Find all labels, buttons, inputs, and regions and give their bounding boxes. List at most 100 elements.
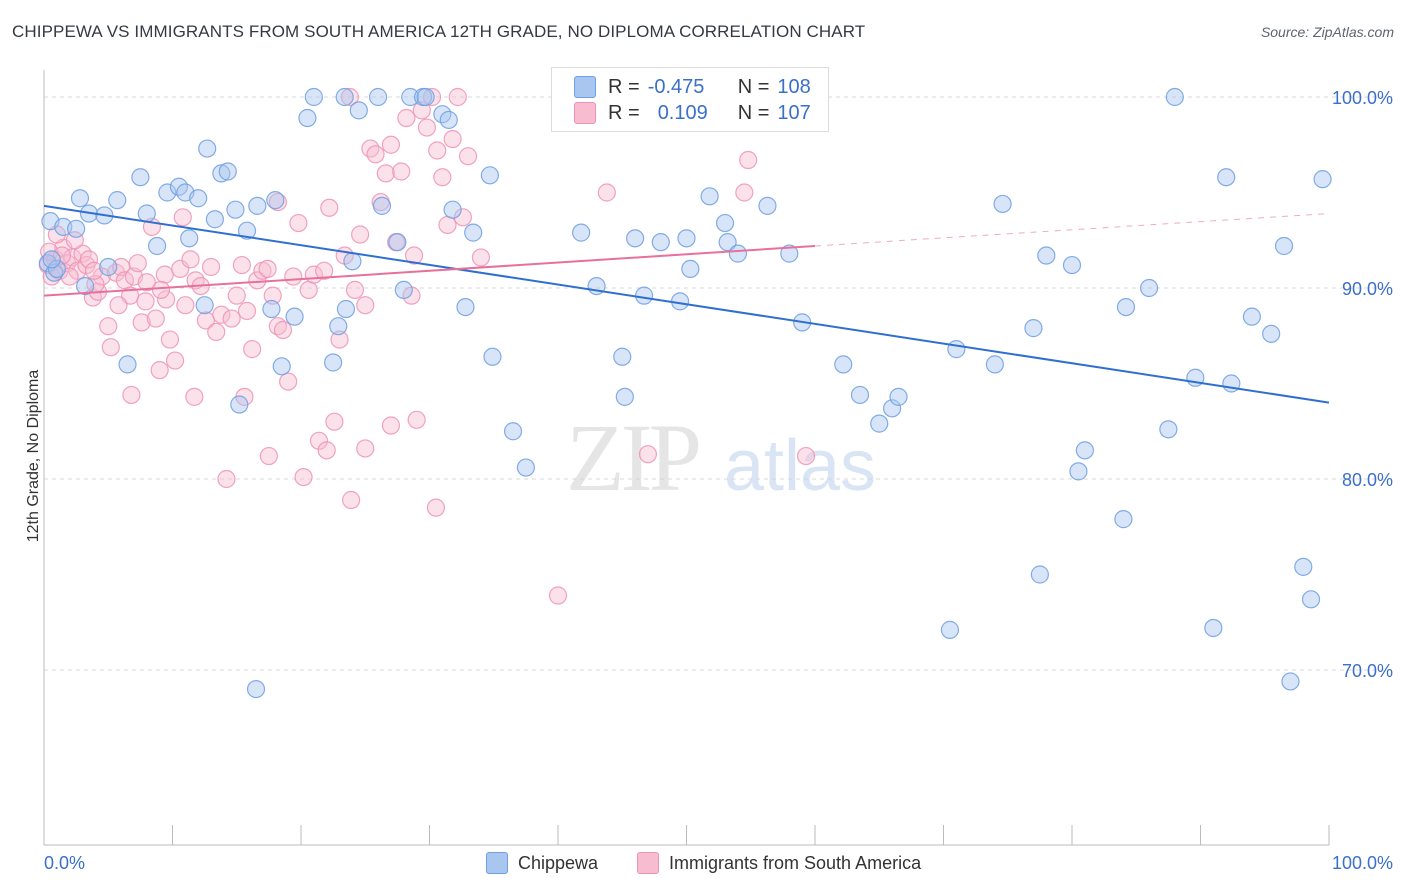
- data-point-immigrants: [136, 292, 155, 311]
- data-point-immigrants: [137, 273, 156, 292]
- data-point-chippewa: [625, 229, 645, 248]
- data-point-immigrants: [151, 280, 171, 300]
- y-tick-label: 100.0%: [1332, 88, 1393, 108]
- data-point-chippewa: [343, 252, 362, 271]
- data-point-chippewa: [1301, 590, 1321, 609]
- data-point-immigrants: [227, 286, 246, 305]
- data-point-chippewa: [780, 244, 799, 263]
- data-point-immigrants: [381, 416, 401, 435]
- data-point-immigrants: [340, 87, 359, 107]
- data-point-immigrants: [317, 441, 336, 460]
- y-tick-label: 80.0%: [1342, 470, 1393, 490]
- data-point-immigrants: [160, 330, 180, 349]
- data-point-immigrants: [150, 361, 169, 380]
- trend-line-immigrants: [43, 244, 816, 297]
- data-point-chippewa: [99, 257, 118, 277]
- data-point-immigrants: [404, 246, 424, 265]
- legend-swatch-blue: [574, 76, 596, 98]
- data-point-immigrants: [155, 265, 174, 284]
- trend-line-chippewa: [43, 204, 1330, 404]
- data-point-chippewa: [1114, 510, 1133, 529]
- legend-n-label: N =: [737, 101, 770, 124]
- data-point-immigrants: [258, 259, 277, 278]
- legend-n-label: N =: [737, 75, 770, 98]
- y-axis-label: 12th Grade, No Diploma: [25, 370, 42, 543]
- data-point-chippewa: [189, 189, 208, 208]
- series-legend: Chippewa Immigrants from South America: [0, 852, 1406, 878]
- data-point-immigrants: [412, 101, 431, 120]
- x-tick-label-0: 0.0%: [44, 853, 85, 873]
- watermark-zip: ZIP: [566, 404, 699, 511]
- data-point-immigrants: [309, 431, 329, 450]
- data-point-immigrants: [315, 261, 334, 280]
- data-point-chippewa: [882, 399, 902, 418]
- data-point-chippewa: [47, 259, 66, 278]
- data-point-chippewa: [1037, 246, 1056, 265]
- data-point-chippewa: [70, 189, 90, 208]
- data-point-chippewa: [108, 191, 127, 210]
- data-point-immigrants: [458, 147, 478, 166]
- data-point-immigrants: [232, 255, 251, 275]
- legend-r-value: 0.109: [657, 101, 708, 124]
- x-tick-label-100: 100.0%: [1332, 853, 1393, 873]
- data-point-immigrants: [207, 322, 226, 342]
- data-point-chippewa: [1313, 170, 1332, 189]
- data-point-chippewa: [205, 210, 225, 229]
- chart-title: CHIPPEWA VS IMMIGRANTS FROM SOUTH AMERIC…: [12, 22, 866, 41]
- data-point-immigrants: [294, 467, 313, 487]
- data-point-immigrants: [263, 286, 282, 305]
- data-point-chippewa: [1281, 672, 1300, 691]
- data-point-chippewa: [889, 387, 908, 406]
- data-point-chippewa: [195, 296, 214, 315]
- data-point-chippewa: [1165, 87, 1184, 107]
- data-point-chippewa: [1030, 565, 1049, 584]
- data-point-chippewa: [237, 221, 257, 240]
- data-point-immigrants: [201, 257, 221, 277]
- legend-row-chippewa: R = -0.475 N = 108: [574, 74, 811, 100]
- data-point-immigrants: [739, 150, 758, 170]
- data-point-chippewa: [834, 355, 853, 374]
- legend-label-chippewa: Chippewa: [518, 852, 599, 873]
- data-point-chippewa: [439, 110, 458, 130]
- data-point-immigrants: [132, 313, 151, 332]
- data-point-chippewa: [416, 87, 435, 107]
- data-point-immigrants: [453, 208, 473, 227]
- data-point-chippewa: [681, 259, 700, 278]
- data-point-chippewa: [1242, 307, 1262, 326]
- data-point-chippewa: [248, 196, 267, 215]
- data-point-chippewa: [1294, 557, 1313, 576]
- data-point-immigrants: [268, 192, 287, 212]
- data-point-chippewa: [503, 422, 523, 441]
- data-point-immigrants: [101, 338, 120, 357]
- data-point-immigrants: [345, 280, 365, 300]
- legend-swatch-chippewa: [486, 852, 508, 874]
- data-point-chippewa: [180, 229, 199, 248]
- data-point-chippewa: [158, 183, 177, 202]
- y-tick-label: 90.0%: [1342, 279, 1393, 299]
- data-point-immigrants: [52, 246, 72, 265]
- data-point-immigrants: [407, 410, 426, 429]
- data-point-chippewa: [464, 223, 483, 242]
- data-point-chippewa: [42, 250, 61, 269]
- data-point-chippewa: [262, 299, 281, 319]
- data-point-chippewa: [1024, 319, 1043, 338]
- data-point-chippewa: [572, 223, 591, 242]
- data-point-chippewa: [1075, 441, 1094, 460]
- data-point-chippewa: [324, 353, 343, 372]
- series-immigrants-points: [38, 87, 816, 605]
- data-point-immigrants: [417, 118, 437, 137]
- data-point-chippewa: [613, 347, 632, 366]
- data-point-chippewa: [700, 187, 719, 206]
- data-point-chippewa: [1069, 462, 1088, 481]
- data-point-chippewa: [758, 196, 777, 215]
- data-point-immigrants: [273, 320, 293, 340]
- data-point-chippewa: [634, 286, 654, 305]
- data-point-immigrants: [165, 351, 185, 370]
- data-point-immigrants: [330, 330, 349, 349]
- data-point-chippewa: [870, 414, 889, 433]
- data-point-chippewa: [1116, 298, 1136, 317]
- legend-swatch-pink: [574, 102, 596, 124]
- data-point-immigrants: [426, 498, 446, 517]
- data-point-immigrants: [109, 296, 128, 315]
- data-point-immigrants: [222, 309, 241, 328]
